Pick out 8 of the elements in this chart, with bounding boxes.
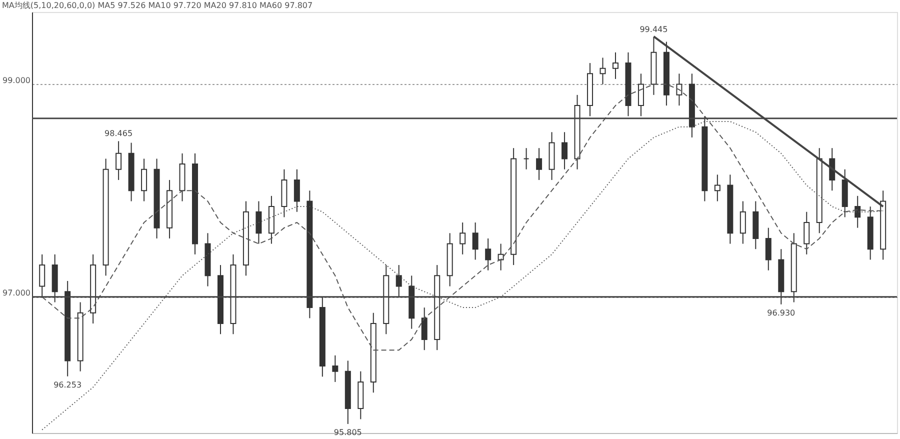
annotation: 95.805 [334, 428, 362, 437]
y-tick-label: 97.000 [2, 288, 30, 298]
annotation: 96.930 [767, 308, 796, 318]
chart-title: MA均线(5,10,20,60,0,0) MA5 97.526 MA10 97.720 MA20 97.810 MA60 97.807 [2, 1, 313, 10]
annotation: 98.465 [104, 129, 133, 138]
annotation: 96.253 [54, 380, 82, 390]
annotation: 99.445 [640, 24, 668, 34]
y-tick-label: 99.000 [2, 76, 30, 85]
